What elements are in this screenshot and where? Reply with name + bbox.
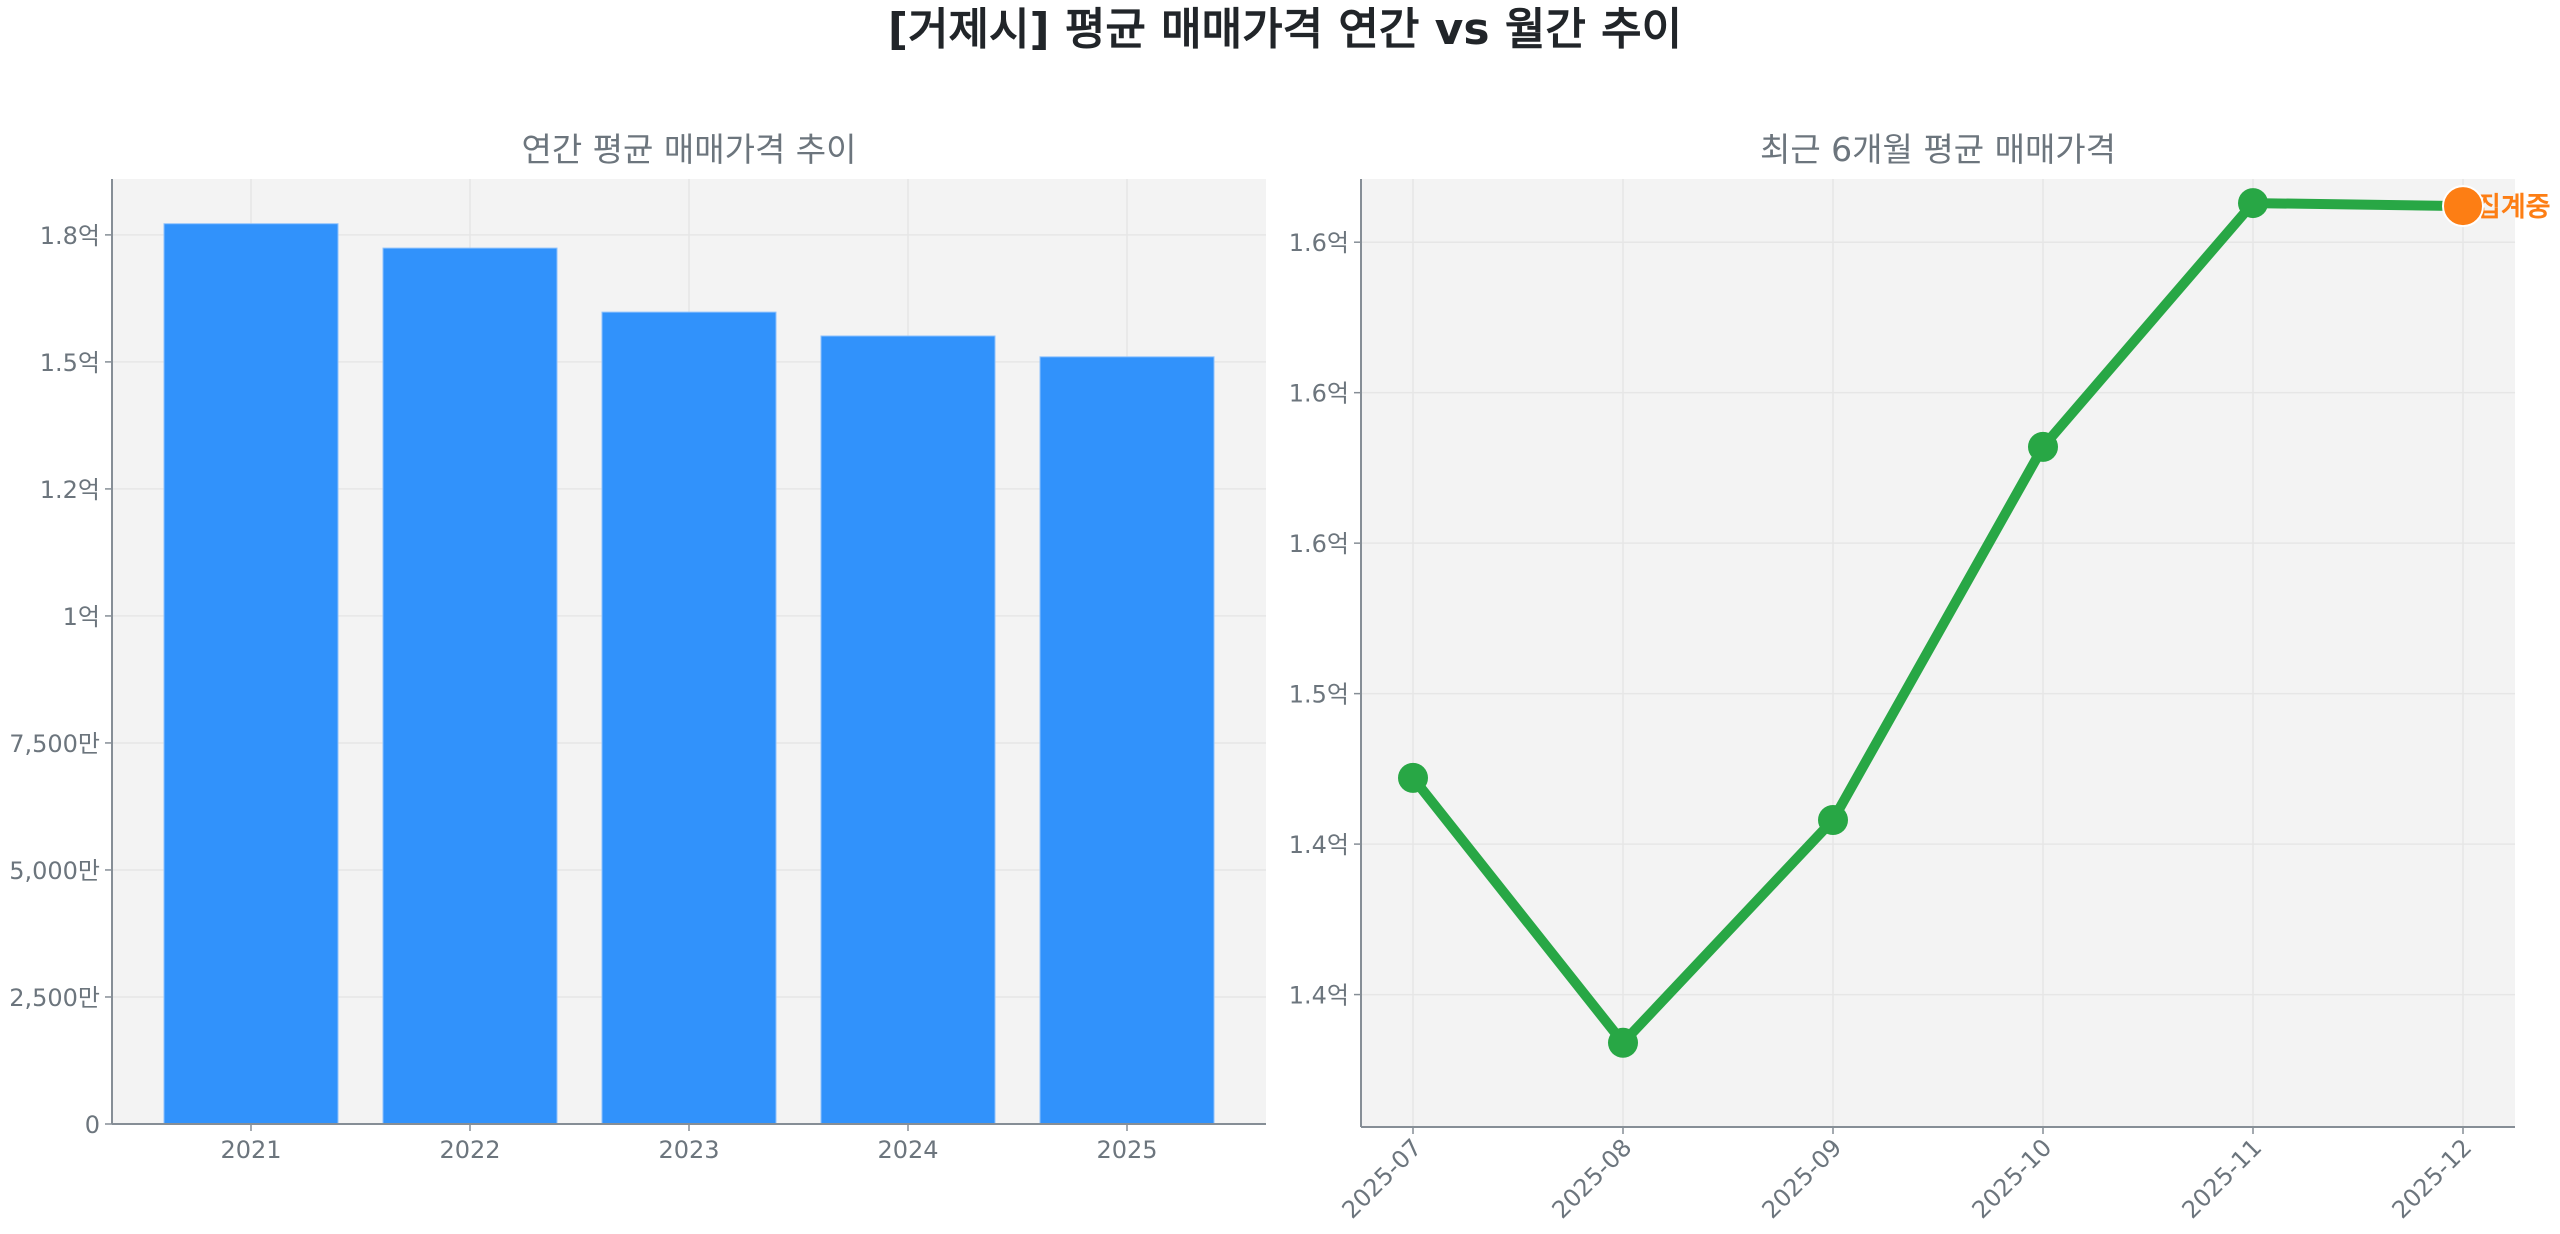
bar-2025 bbox=[1039, 356, 1215, 1125]
x-tick-label: 2025-12 bbox=[2387, 1133, 2478, 1224]
x-tick-label: 2025 bbox=[1096, 1136, 1157, 1164]
y-tick-label: 1.8억 bbox=[40, 222, 100, 250]
annual-bar-chart: 0 2,500만 5,000만 7,500만 1억 1.2억 1.5억 1.8억 2021 202… bbox=[9, 179, 1266, 1164]
x-tick-label: 2022 bbox=[439, 1136, 500, 1164]
in-progress-label: 집계중 bbox=[2476, 192, 2551, 223]
bar-2024 bbox=[820, 335, 996, 1125]
y-tick-label: 1.4억 bbox=[1289, 831, 1349, 859]
y-tick-label: 1.6억 bbox=[1289, 530, 1349, 558]
data-point-marker bbox=[1818, 805, 1848, 836]
x-tick-label: 2025-11 bbox=[2177, 1133, 2268, 1224]
monthly-line-chart: 2025-07 2025-08 2025-09 2025-10 2025-11 2025-… bbox=[1289, 179, 2551, 1224]
bar-2021 bbox=[163, 223, 339, 1125]
y-tick-label: 1.5억 bbox=[1289, 681, 1349, 709]
data-point-marker bbox=[2028, 431, 2058, 462]
monthly-plot-area bbox=[1361, 179, 2515, 1127]
data-point-marker bbox=[1398, 762, 1428, 793]
x-tick-label: 2023 bbox=[658, 1136, 719, 1164]
y-tick-label: 1.6억 bbox=[1289, 229, 1349, 257]
bar-2022 bbox=[382, 247, 558, 1125]
x-tick-label: 2025-07 bbox=[1337, 1133, 1428, 1224]
bar-2023 bbox=[601, 311, 777, 1125]
y-tick-label: 2,500만 bbox=[9, 984, 100, 1012]
y-tick-label: 1.6억 bbox=[1289, 380, 1349, 408]
x-tick-label: 2024 bbox=[877, 1136, 938, 1164]
x-tick-label: 2025-09 bbox=[1757, 1133, 1848, 1224]
data-point-marker bbox=[1608, 1027, 1638, 1058]
figure-title: [거제시] 평균 매매가격 연간 vs 월간 추이 bbox=[887, 4, 1683, 55]
y-tick-label: 1.5억 bbox=[40, 349, 100, 377]
y-tick-label: 7,500만 bbox=[9, 730, 100, 758]
in-progress-marker bbox=[2442, 185, 2484, 228]
x-tick-label: 2025-10 bbox=[1967, 1133, 2058, 1224]
y-tick-label: 5,000만 bbox=[9, 857, 100, 885]
y-tick-label: 0 bbox=[85, 1111, 100, 1139]
monthly-chart-title: 최근 6개월 평균 매매가격 bbox=[1759, 130, 2117, 169]
x-tick-label: 2021 bbox=[220, 1136, 281, 1164]
x-tick-label: 2025-08 bbox=[1547, 1133, 1638, 1224]
data-point-marker bbox=[2238, 188, 2268, 219]
price-line bbox=[1408, 198, 2468, 1048]
y-tick-label: 1.4억 bbox=[1289, 982, 1349, 1010]
y-tick-label: 1.2억 bbox=[40, 476, 100, 504]
y-tick-label: 1억 bbox=[63, 603, 100, 631]
annual-chart-title: 연간 평균 매매가격 추이 bbox=[521, 130, 857, 169]
